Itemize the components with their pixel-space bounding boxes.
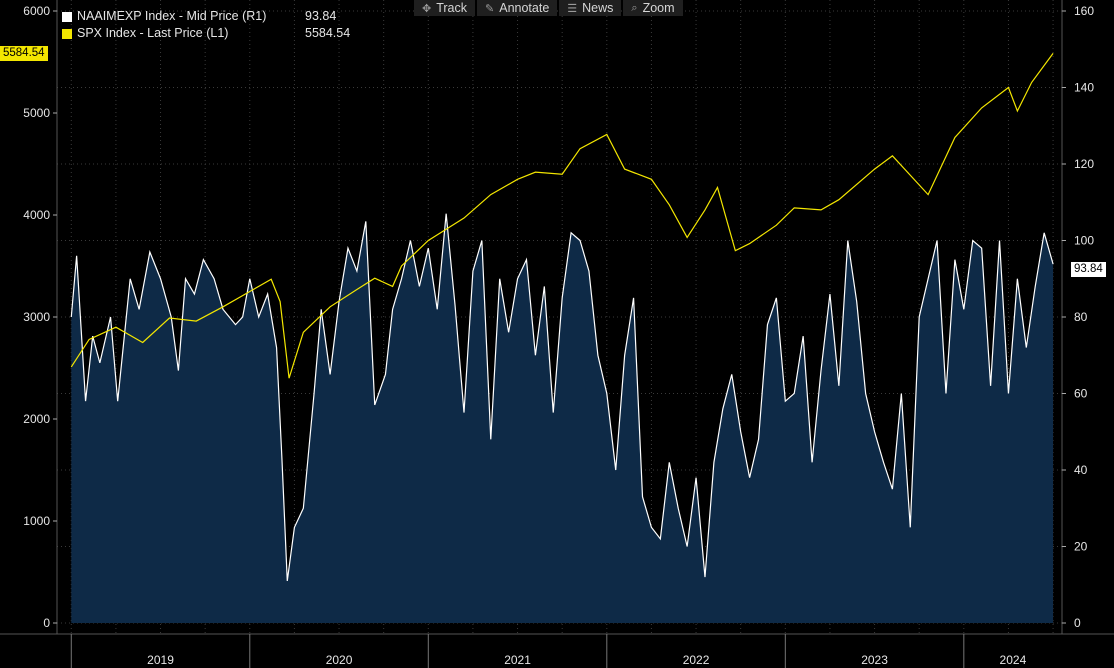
- left-tick-label: 1000: [23, 514, 50, 528]
- spx-legend-value: 5584.54: [305, 26, 351, 40]
- zoom-icon: ⌕: [631, 1, 638, 14]
- x-tick-label: 2021: [504, 653, 531, 667]
- x-tick-label: 2022: [683, 653, 710, 667]
- series-line-layer: [70, 53, 1054, 582]
- right-tick-label: 160: [1074, 4, 1094, 18]
- annotate-button[interactable]: ✎ Annotate: [477, 0, 558, 16]
- chart-toolbar: ✥ Track ✎ Annotate ☰ News ⌕ Zoom: [414, 0, 683, 16]
- pencil-icon: ✎: [485, 2, 495, 15]
- naaim-legend-name: NAAIMEXP Index - Mid Price (R1): [77, 9, 267, 23]
- right-tick-label: 100: [1074, 234, 1094, 248]
- left-tick-label: 4000: [23, 208, 50, 222]
- left-tick-label: 3000: [23, 310, 50, 324]
- zoom-label: Zoom: [642, 1, 675, 15]
- spx-series-line: [70, 53, 1054, 379]
- naaim-series-line: [70, 213, 1054, 582]
- x-tick-label: 2024: [1000, 653, 1027, 667]
- left-tick-label: 2000: [23, 412, 50, 426]
- x-tick-label: 2019: [147, 653, 174, 667]
- spx-legend-name: SPX Index - Last Price (L1): [77, 26, 229, 40]
- right-tick-label: 120: [1074, 157, 1094, 171]
- right-tick-label: 20: [1074, 540, 1088, 554]
- right-tick-label: 0: [1074, 616, 1081, 630]
- naaim-last-value-badge: 93.84: [1071, 262, 1106, 277]
- x-tick-label: 2020: [326, 653, 353, 667]
- right-tick-label: 140: [1074, 81, 1094, 95]
- spx-swatch: [62, 28, 72, 39]
- right-tick-label: 80: [1074, 310, 1088, 324]
- naaim-legend-value: 93.84: [305, 9, 337, 23]
- naaim-swatch: [62, 11, 72, 22]
- chart-legend: NAAIMEXP Index - Mid Price (R1) 93.84 SP…: [62, 8, 350, 42]
- track-label: Track: [436, 1, 468, 15]
- news-button[interactable]: ☰ News: [559, 0, 622, 16]
- x-tick-label: 2023: [861, 653, 888, 667]
- left-tick-label: 0: [43, 616, 50, 630]
- left-tick-label: 6000: [23, 4, 50, 18]
- naaim-area: [71, 213, 1054, 623]
- annotate-label: Annotate: [499, 1, 550, 15]
- right-tick-label: 60: [1074, 387, 1088, 401]
- news-label: News: [582, 1, 614, 15]
- naaim-area-layer: [71, 213, 1054, 623]
- spx-last-value-badge: 5584.54: [0, 46, 48, 61]
- news-icon: ☰: [567, 2, 578, 15]
- zoom-button[interactable]: ⌕ Zoom: [623, 0, 683, 16]
- right-tick-label: 40: [1074, 463, 1088, 477]
- left-tick-label: 5000: [23, 106, 50, 120]
- legend-entry-naaim[interactable]: NAAIMEXP Index - Mid Price (R1) 93.84: [62, 8, 350, 25]
- legend-entry-spx[interactable]: SPX Index - Last Price (L1) 5584.54: [62, 25, 350, 42]
- crosshair-icon: ✥: [422, 2, 432, 15]
- track-button[interactable]: ✥ Track: [414, 0, 476, 16]
